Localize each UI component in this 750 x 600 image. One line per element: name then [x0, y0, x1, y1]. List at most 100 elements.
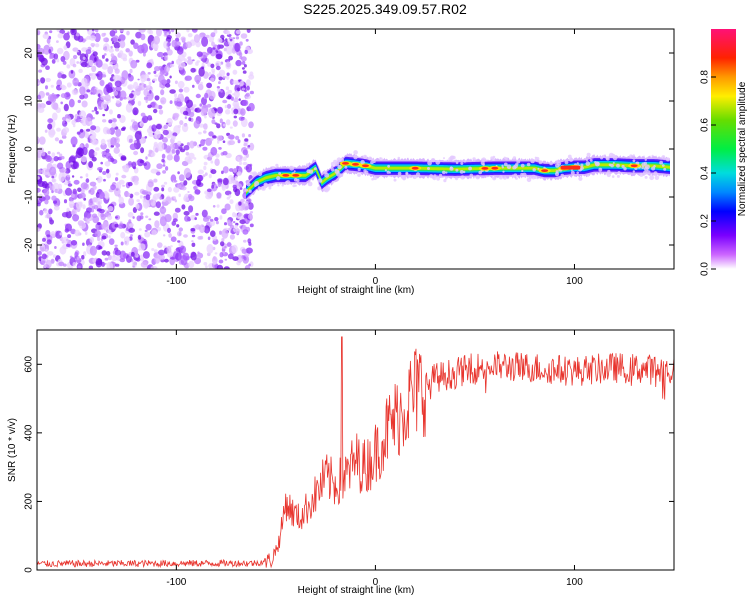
noise-blob: [50, 258, 55, 264]
noise-blob: [229, 126, 233, 129]
ridge-scatter: [307, 181, 313, 187]
noise-blob: [145, 99, 148, 104]
noise-blob: [131, 90, 134, 93]
noise-blob: [222, 140, 226, 143]
noise-blob: [208, 107, 215, 119]
noise-blob: [119, 258, 126, 263]
noise-blob: [41, 253, 47, 260]
ridge-scatter: [339, 173, 344, 177]
ridge-scatter: [248, 189, 252, 193]
noise-blob: [109, 61, 113, 66]
noise-blob: [218, 76, 223, 81]
noise-blob: [94, 230, 101, 238]
noise-blob: [70, 162, 74, 165]
noise-blob: [143, 96, 148, 101]
noise-blob: [101, 32, 106, 37]
noise-blob: [172, 112, 180, 118]
y-tick-label: 600: [24, 356, 35, 373]
noise-blob: [106, 172, 112, 179]
noise-blob: [66, 207, 70, 212]
noise-blob: [205, 265, 208, 269]
colorbar: 0.0 0.2 0.4 0.6 0.8 Normalized spectral ampl…: [700, 29, 748, 276]
noise-blob: [162, 137, 168, 143]
noise-blob: [95, 147, 100, 151]
noise-blob: [165, 29, 170, 32]
ridge-scatter: [246, 182, 251, 187]
noise-blob: [147, 153, 151, 157]
noise-blob: [127, 161, 133, 166]
noise-blob: [248, 134, 252, 138]
noise-blob: [171, 60, 174, 65]
ridge-scatter: [526, 177, 532, 183]
noise-blob: [161, 184, 165, 188]
noise-blob: [180, 69, 186, 76]
noise-blob: [45, 259, 52, 269]
noise-blob: [199, 34, 203, 39]
noise-blob: [191, 242, 196, 247]
ridge-scatter: [427, 160, 432, 166]
noise-blob: [68, 69, 76, 79]
noise-blob: [77, 187, 82, 193]
noise-blob: [192, 29, 197, 32]
noise-blob: [158, 249, 165, 256]
noise-blob: [236, 156, 240, 160]
noise-blob: [248, 102, 255, 112]
x-tick-label: 100: [566, 577, 583, 588]
noise-blob: [166, 35, 172, 40]
noise-blob: [90, 43, 96, 47]
noise-blob: [72, 214, 80, 222]
noise-blob: [131, 161, 137, 169]
noise-blob: [104, 263, 107, 265]
ridge-scatter: [244, 200, 249, 206]
noise-blob: [206, 103, 212, 108]
noise-blob: [222, 151, 228, 156]
ridge-scatter: [516, 159, 521, 164]
noise-blob: [162, 213, 166, 217]
noise-blob: [153, 249, 158, 253]
noise-blob: [184, 116, 188, 120]
noise-blob: [101, 250, 108, 256]
noise-blob: [223, 266, 230, 269]
ridge-scatter: [532, 168, 536, 172]
noise-blob: [240, 33, 248, 39]
ridge-scatter: [443, 179, 447, 183]
noise-blob: [207, 46, 213, 54]
ridge-scatter: [663, 167, 667, 171]
ridge-scatter: [430, 158, 436, 163]
noise-blob: [59, 139, 63, 143]
noise-blob: [153, 211, 160, 216]
noise-blob: [60, 156, 65, 160]
noise-blob: [169, 64, 175, 68]
noise-blob: [67, 183, 73, 187]
noise-blob: [183, 167, 191, 178]
noise-blob: [40, 77, 46, 84]
noise-blob: [94, 32, 101, 43]
noise-blob: [160, 89, 165, 96]
noise-blob: [92, 213, 98, 219]
ridge-scatter: [373, 160, 376, 163]
ridge-scatter: [393, 178, 397, 182]
ridge-scatter: [608, 152, 614, 158]
ridge-scatter: [275, 163, 279, 167]
noise-blob: [52, 182, 60, 193]
noise-blob: [118, 34, 126, 42]
noise-blob: [91, 65, 97, 73]
noise-blob: [190, 227, 196, 232]
noise-blob: [227, 253, 234, 260]
noise-blob: [130, 39, 135, 45]
noise-blob: [70, 136, 78, 146]
noise-blob: [249, 223, 254, 228]
noise-blob: [214, 217, 219, 222]
noise-blob: [129, 68, 133, 74]
colorbar-tick-label: 0.6: [700, 118, 711, 132]
noise-blob: [39, 209, 44, 216]
ridge-scatter: [481, 157, 487, 162]
noise-blob: [94, 43, 100, 48]
noise-blob: [132, 265, 135, 268]
noise-blob: [66, 64, 71, 69]
noise-blob: [140, 112, 146, 117]
noise-blob: [202, 174, 206, 178]
noise-blob: [111, 55, 118, 65]
noise-blob: [155, 201, 161, 209]
noise-blob: [45, 248, 48, 253]
